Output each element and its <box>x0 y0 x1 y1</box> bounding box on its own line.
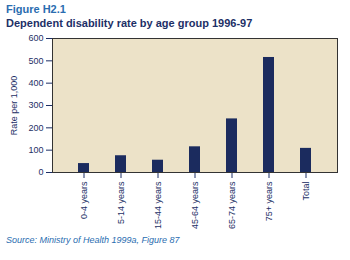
svg-text:65-74 years: 65-74 years <box>227 181 237 229</box>
svg-text:0-4 years: 0-4 years <box>79 181 89 219</box>
svg-text:600: 600 <box>28 33 43 43</box>
svg-text:45-64 years: 45-64 years <box>190 181 200 229</box>
svg-text:15-44 years: 15-44 years <box>153 181 163 229</box>
svg-text:500: 500 <box>28 56 43 66</box>
svg-text:75+ years: 75+ years <box>264 181 274 221</box>
html-text:Figure H2.1: Figure H2.1 <box>6 3 66 15</box>
svg-text:Rate per 1,000: Rate per 1,000 <box>9 76 19 136</box>
svg-text:100: 100 <box>28 145 43 155</box>
svg-text:200: 200 <box>28 123 43 133</box>
svg-text:400: 400 <box>28 78 43 88</box>
svg-text:5-14 years: 5-14 years <box>116 181 126 224</box>
html-text:Source: Ministry of Health 199: Source: Ministry of Health 1999a, Figure… <box>6 235 180 245</box>
html-text:Dependent disability rate by a: Dependent disability rate by age group 1… <box>6 17 253 29</box>
svg-text:300: 300 <box>28 100 43 110</box>
svg-text:0: 0 <box>38 167 43 177</box>
svg-text:Total: Total <box>301 182 311 201</box>
